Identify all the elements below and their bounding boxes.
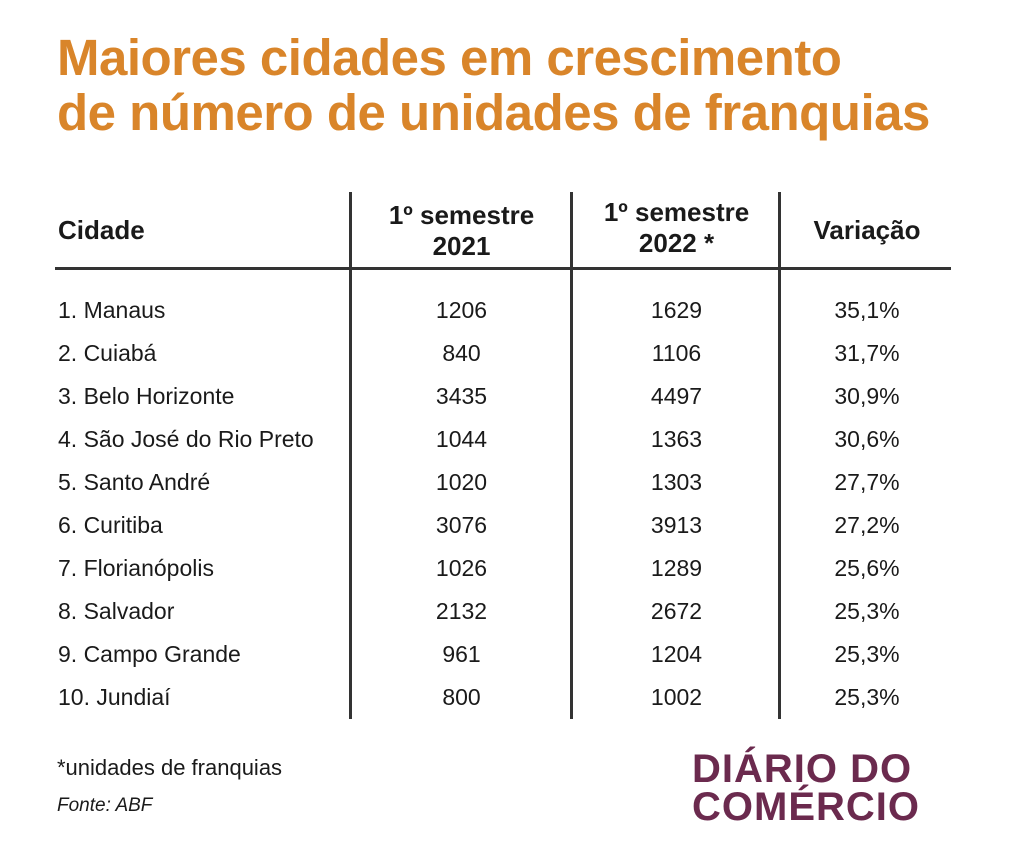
title-line-2: de número de unidades de franquias (57, 84, 930, 141)
column-divider (778, 192, 781, 719)
cell-variation: 30,9% (834, 383, 900, 409)
cell-city: 6. Curitiba (58, 512, 163, 538)
cell-2021: 840 (442, 340, 481, 366)
header-2022-line2: 2022 * (638, 228, 715, 258)
cell-2022: 1204 (650, 641, 703, 667)
title-line-1: Maiores cidades em crescimento (57, 29, 842, 86)
cell-variation: 25,3% (834, 641, 900, 667)
cell-city: 3. Belo Horizonte (58, 383, 235, 409)
header-2021-line2: 2021 (432, 231, 491, 261)
cell-city: 5. Santo André (58, 469, 211, 495)
header-city: Cidade (58, 215, 145, 245)
cell-variation: 25,6% (834, 555, 900, 581)
cell-2022: 1106 (651, 340, 702, 366)
table-row: 9. Campo Grande 961 1204 25,3% (0, 634, 1024, 674)
cell-variation: 27,7% (834, 469, 900, 495)
cell-city: 7. Florianópolis (58, 555, 214, 581)
title: Maiores cidades em crescimento de número… (57, 30, 930, 140)
cell-variation: 31,7% (834, 340, 900, 366)
cell-variation: 35,1% (834, 297, 900, 323)
cell-city: 8. Salvador (58, 598, 175, 624)
table-row: 5. Santo André 1020 1303 27,7% (0, 462, 1024, 502)
logo: DIÁRIO DO COMÉRCIO (692, 747, 920, 829)
cell-2022: 1629 (650, 297, 703, 323)
footnote: *unidades de franquias (57, 755, 283, 780)
cell-city: 1. Manaus (58, 297, 166, 323)
table-row: 7. Florianópolis 1026 1289 25,6% (0, 548, 1024, 588)
source: Fonte: ABF (57, 795, 153, 816)
logo-line2: COMÉRCIO (692, 785, 920, 829)
logo-line1: DIÁRIO DO (692, 747, 913, 791)
header-2022: 1º semestre 2022 * (574, 197, 779, 259)
cell-2022: 1363 (650, 426, 703, 452)
cell-city: 2. Cuiabá (58, 340, 157, 366)
table-row: 10. Jundiaí 800 1002 25,3% (0, 677, 1024, 717)
cell-2021: 3435 (435, 383, 488, 409)
column-divider (570, 192, 573, 719)
cell-2022: 4497 (650, 383, 703, 409)
cell-city: 9. Campo Grande (58, 641, 241, 667)
cell-2021: 1020 (435, 469, 488, 495)
header-variation: Variação (813, 215, 921, 245)
cell-2021: 800 (442, 684, 481, 710)
table-row: 4. São José do Rio Preto 1044 1363 30,6% (0, 419, 1024, 459)
cell-city: 10. Jundiaí (58, 684, 171, 710)
table-row: 2. Cuiabá 840 1106 31,7% (0, 333, 1024, 373)
cell-2021: 2132 (435, 598, 488, 624)
table-row: 3. Belo Horizonte 3435 4497 30,9% (0, 376, 1024, 416)
column-divider (349, 192, 352, 719)
cell-city: 4. São José do Rio Preto (58, 426, 314, 452)
cell-2022: 1303 (650, 469, 703, 495)
table-row: 1. Manaus 1206 1629 35,1% (0, 290, 1024, 330)
cell-variation: 30,6% (834, 426, 900, 452)
cell-2021: 1026 (435, 555, 488, 581)
cell-2021: 1044 (435, 426, 488, 452)
header-divider (55, 267, 951, 270)
cell-2022: 2672 (650, 598, 703, 624)
header-2022-line1: 1º semestre (603, 197, 750, 227)
header-2021: 1º semestre 2021 (352, 200, 571, 262)
cell-variation: 27,2% (834, 512, 900, 538)
table-row: 8. Salvador 2132 2672 25,3% (0, 591, 1024, 631)
table-row: 6. Curitiba 3076 3913 27,2% (0, 505, 1024, 545)
cell-2022: 1289 (650, 555, 703, 581)
header-2021-line1: 1º semestre (388, 200, 535, 230)
cell-variation: 25,3% (834, 684, 900, 710)
cell-2021: 3076 (435, 512, 488, 538)
cell-2022: 3913 (650, 512, 703, 538)
cell-2021: 1206 (435, 297, 488, 323)
cell-2022: 1002 (650, 684, 703, 710)
cell-variation: 25,3% (834, 598, 900, 624)
cell-2021: 961 (442, 641, 481, 667)
